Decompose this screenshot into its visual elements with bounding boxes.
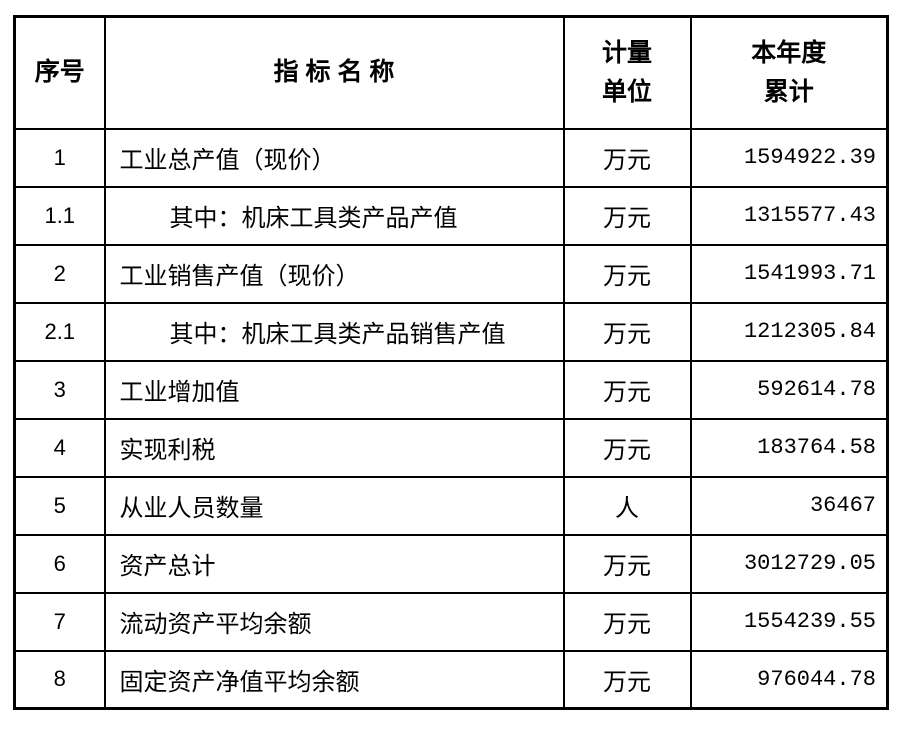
unit-cell: 万元 [562, 417, 692, 478]
unit-cell: 万元 [562, 127, 692, 188]
serial-cell: 7 [13, 591, 106, 652]
value-cell: 183764.58 [689, 417, 889, 478]
indicator-name-cell: 实现利税 [103, 417, 565, 478]
unit-cell: 万元 [562, 359, 692, 420]
header-measure-unit-line1: 计量 [601, 39, 652, 67]
serial-cell: 5 [13, 475, 106, 536]
serial-cell: 1 [13, 127, 106, 188]
unit-cell: 万元 [562, 185, 692, 246]
header-serial-number: 序号 [13, 15, 106, 130]
indicator-name-cell: 工业销售产值（现价） [103, 243, 565, 304]
table-row: 2 工业销售产值（现价） 万元 1541993.71 [13, 243, 889, 304]
header-year-total-line1: 本年度 [751, 39, 827, 67]
unit-cell: 万元 [562, 649, 692, 710]
value-cell: 3012729.05 [689, 533, 889, 594]
unit-cell: 万元 [562, 591, 692, 652]
indicator-name-cell: 其中：机床工具类产品销售产值 [103, 301, 565, 362]
serial-cell: 4 [13, 417, 106, 478]
header-year-total: 本年度 累计 [689, 15, 889, 130]
indicator-name-cell: 其中：机床工具类产品产值 [103, 185, 565, 246]
indicator-name-cell: 流动资产平均余额 [103, 591, 565, 652]
unit-cell: 万元 [562, 301, 692, 362]
header-measure-unit-line2: 单位 [601, 77, 652, 106]
header-indicator-name: 指 标 名 称 [103, 15, 565, 130]
table-header-row: 序号 指 标 名 称 计量 单位 本年度 累计 [13, 15, 889, 130]
table-row: 2.1 其中：机床工具类产品销售产值 万元 1212305.84 [13, 301, 889, 362]
value-cell: 1212305.84 [689, 301, 889, 362]
value-cell: 976044.78 [689, 649, 889, 710]
header-year-total-line2: 累计 [763, 77, 814, 106]
table-row: 8 固定资产净值平均余额 万元 976044.78 [13, 649, 889, 710]
serial-cell: 1.1 [13, 185, 106, 246]
header-measure-unit: 计量 单位 [562, 15, 692, 130]
unit-cell: 万元 [562, 533, 692, 594]
indicator-table: 序号 指 标 名 称 计量 单位 本年度 累计 1 工业总产值（现价） 万元 1… [13, 15, 889, 710]
indicator-name-cell: 工业总产值（现价） [103, 127, 565, 188]
table-row: 5 从业人员数量 人 36467 [13, 475, 889, 536]
value-cell: 1594922.39 [689, 127, 889, 188]
indicator-name-cell: 工业增加值 [103, 359, 565, 420]
value-cell: 592614.78 [689, 359, 889, 420]
value-cell: 1541993.71 [689, 243, 889, 304]
table-row: 3 工业增加值 万元 592614.78 [13, 359, 889, 420]
serial-cell: 2.1 [13, 301, 106, 362]
value-cell: 1554239.55 [689, 591, 889, 652]
value-cell: 36467 [689, 475, 889, 536]
unit-cell: 万元 [562, 243, 692, 304]
serial-cell: 2 [13, 243, 106, 304]
indicator-name-cell: 从业人员数量 [103, 475, 565, 536]
table-row: 1.1 其中：机床工具类产品产值 万元 1315577.43 [13, 185, 889, 246]
table-row: 6 资产总计 万元 3012729.05 [13, 533, 889, 594]
table-row: 7 流动资产平均余额 万元 1554239.55 [13, 591, 889, 652]
table-row: 1 工业总产值（现价） 万元 1594922.39 [13, 127, 889, 188]
serial-cell: 6 [13, 533, 106, 594]
indicator-name-cell: 固定资产净值平均余额 [103, 649, 565, 710]
unit-cell: 人 [562, 475, 692, 536]
serial-cell: 3 [13, 359, 106, 420]
table-row: 4 实现利税 万元 183764.58 [13, 417, 889, 478]
value-cell: 1315577.43 [689, 185, 889, 246]
indicator-name-cell: 资产总计 [103, 533, 565, 594]
serial-cell: 8 [13, 649, 106, 710]
